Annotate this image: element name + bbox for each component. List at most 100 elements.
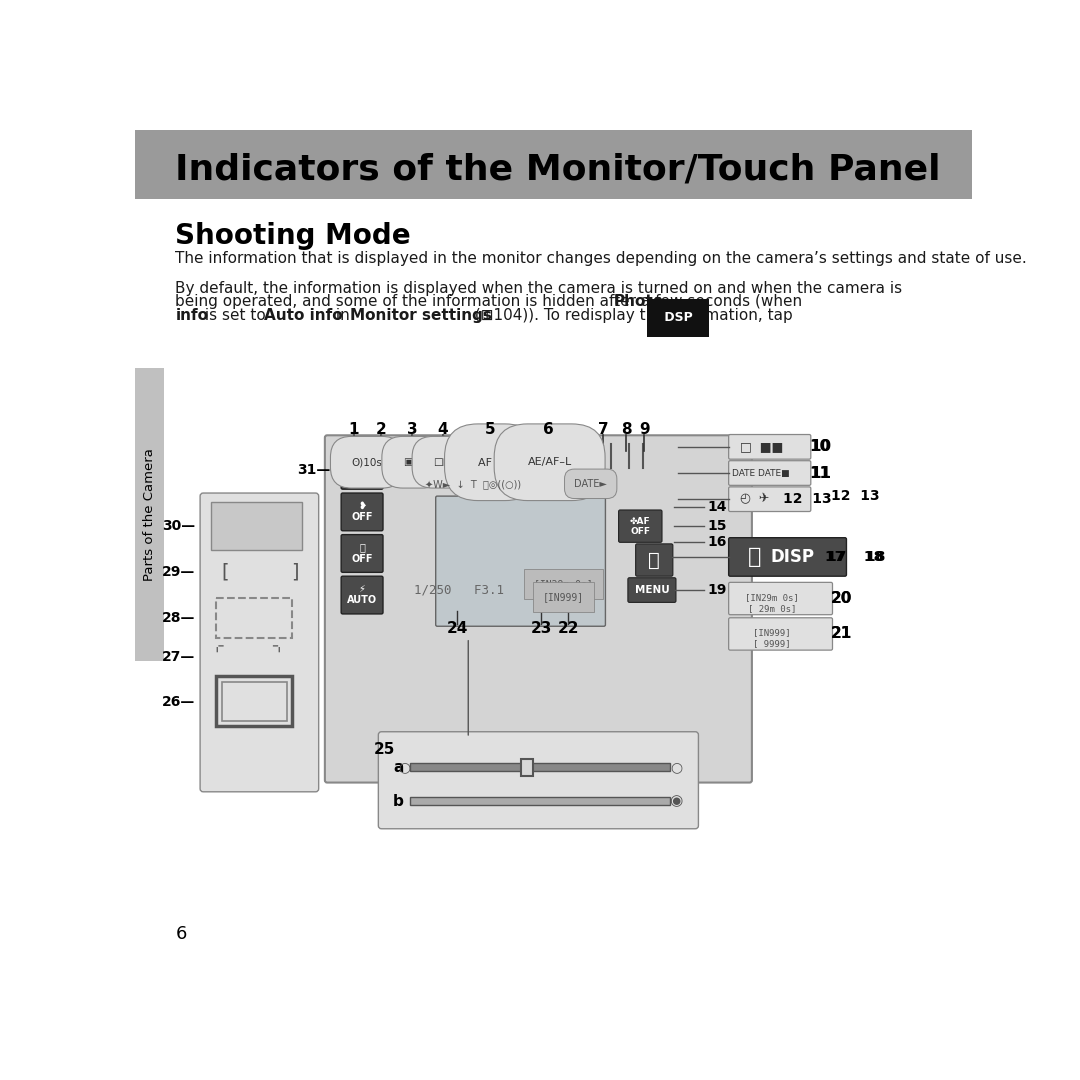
- Bar: [216, 597, 293, 638]
- FancyBboxPatch shape: [341, 451, 383, 489]
- Text: in: in: [332, 308, 354, 323]
- FancyBboxPatch shape: [341, 535, 383, 572]
- Text: DSP: DSP: [660, 311, 697, 324]
- Text: ±
0.0: ± 0.0: [353, 459, 370, 481]
- Text: 3: 3: [407, 422, 418, 437]
- FancyBboxPatch shape: [729, 618, 833, 650]
- Text: ◴  ✈: ◴ ✈: [740, 492, 770, 505]
- FancyBboxPatch shape: [729, 582, 833, 615]
- Text: being operated, and some of the information is hidden after a few seconds (when: being operated, and some of the informat…: [175, 295, 807, 309]
- FancyBboxPatch shape: [341, 577, 383, 613]
- Text: 4: 4: [437, 422, 448, 437]
- Text: 16: 16: [707, 535, 727, 549]
- Text: 24: 24: [447, 621, 468, 636]
- Text: a: a: [393, 759, 404, 774]
- Text: Monitor settings: Monitor settings: [350, 308, 492, 323]
- FancyBboxPatch shape: [619, 510, 662, 542]
- Text: ⌍: ⌍: [271, 638, 285, 656]
- FancyBboxPatch shape: [378, 732, 699, 828]
- Text: AF ●: AF ●: [477, 457, 505, 468]
- Text: 1: 1: [348, 422, 359, 437]
- Text: 26—: 26—: [162, 694, 195, 708]
- Text: Parts of the Camera: Parts of the Camera: [144, 448, 157, 581]
- Bar: [221, 681, 287, 721]
- Text: Indicators of the Monitor/Touch Panel: Indicators of the Monitor/Touch Panel: [175, 152, 941, 187]
- Text: 29—: 29—: [162, 565, 195, 579]
- Bar: [410, 764, 670, 771]
- Text: [ 9999]: [ 9999]: [753, 639, 791, 648]
- Text: 11: 11: [810, 465, 831, 481]
- Text: 21: 21: [832, 626, 852, 642]
- Text: ➕: ➕: [748, 546, 761, 567]
- FancyBboxPatch shape: [435, 496, 606, 626]
- Text: □  ■■: □ ■■: [740, 441, 783, 454]
- Text: info: info: [175, 308, 208, 323]
- Text: 11: 11: [810, 465, 832, 481]
- Text: 23: 23: [530, 621, 552, 636]
- Text: [IN999]: [IN999]: [543, 592, 584, 602]
- Text: ■: ■: [414, 464, 424, 474]
- Text: b: b: [393, 794, 404, 809]
- Bar: [135, 368, 164, 661]
- Text: 21: 21: [832, 626, 852, 642]
- Text: 25: 25: [374, 742, 395, 757]
- Text: [IN29m 0s]: [IN29m 0s]: [745, 593, 799, 603]
- Bar: [521, 758, 534, 775]
- Text: ▣▣: ▣▣: [403, 457, 422, 468]
- Text: By default, the information is displayed when the camera is turned on and when t: By default, the information is displayed…: [175, 281, 903, 296]
- Text: [IN999]: [IN999]: [753, 629, 791, 637]
- Bar: [135, 130, 972, 199]
- Text: is set to: is set to: [200, 308, 271, 323]
- Text: ◉: ◉: [670, 794, 683, 809]
- FancyBboxPatch shape: [636, 544, 673, 577]
- Text: ➕: ➕: [648, 551, 660, 569]
- Text: ✤AF
OFF: ✤AF OFF: [630, 516, 650, 536]
- Text: 19: 19: [707, 583, 727, 597]
- Text: 12  13: 12 13: [783, 492, 832, 507]
- Text: 17    18: 17 18: [826, 550, 885, 564]
- FancyBboxPatch shape: [729, 538, 847, 577]
- Text: 22: 22: [557, 621, 579, 636]
- Text: 7: 7: [598, 422, 608, 437]
- Text: 12  13: 12 13: [832, 489, 880, 503]
- FancyBboxPatch shape: [627, 578, 676, 603]
- Text: 30—: 30—: [162, 519, 195, 534]
- FancyBboxPatch shape: [407, 460, 430, 478]
- Text: ⌌: ⌌: [210, 638, 224, 656]
- Text: 1/250   F3.1: 1/250 F3.1: [414, 583, 504, 596]
- Text: 6: 6: [175, 926, 187, 943]
- FancyBboxPatch shape: [729, 461, 811, 485]
- Bar: [410, 797, 670, 805]
- Text: 20: 20: [832, 591, 852, 606]
- Text: ○: ○: [670, 760, 681, 774]
- FancyBboxPatch shape: [200, 494, 319, 792]
- Text: ❥
OFF: ❥ OFF: [351, 501, 373, 523]
- Text: AE/AF–L: AE/AF–L: [527, 457, 571, 468]
- Text: 10: 10: [810, 440, 831, 455]
- Text: 20: 20: [832, 591, 852, 606]
- Text: (⊞104)). To redisplay the information, tap: (⊞104)). To redisplay the information, t…: [470, 308, 797, 323]
- Text: 27—: 27—: [162, 650, 195, 664]
- FancyBboxPatch shape: [729, 434, 811, 459]
- Text: MENU: MENU: [635, 585, 670, 595]
- Text: 17    18: 17 18: [825, 550, 883, 564]
- Text: 14: 14: [707, 500, 727, 514]
- Text: [IN29m 0s]: [IN29m 0s]: [535, 579, 593, 589]
- Bar: [211, 502, 302, 550]
- Text: [          ]: [ ]: [221, 563, 299, 582]
- Text: 9: 9: [639, 422, 649, 437]
- Text: 31—: 31—: [297, 463, 330, 477]
- Text: □■: □■: [433, 457, 453, 468]
- Text: DATE DATE■: DATE DATE■: [732, 469, 789, 477]
- Text: 15: 15: [707, 519, 727, 534]
- Text: ʘ)10s: ʘ)10s: [351, 457, 382, 468]
- Text: 8: 8: [621, 422, 632, 437]
- Text: 10: 10: [810, 440, 832, 455]
- Text: ⚡
AUTO: ⚡ AUTO: [347, 584, 377, 606]
- Text: 2: 2: [376, 422, 387, 437]
- Text: ⌛
OFF: ⌛ OFF: [351, 542, 373, 564]
- Text: The information that is displayed in the monitor changes depending on the camera: The information that is displayed in the…: [175, 252, 1027, 267]
- Text: ✦W►  ↓  T  ⦿◎((○)): ✦W► ↓ T ⦿◎((○)): [424, 478, 521, 489]
- FancyBboxPatch shape: [325, 435, 752, 783]
- Text: DISP: DISP: [770, 548, 814, 566]
